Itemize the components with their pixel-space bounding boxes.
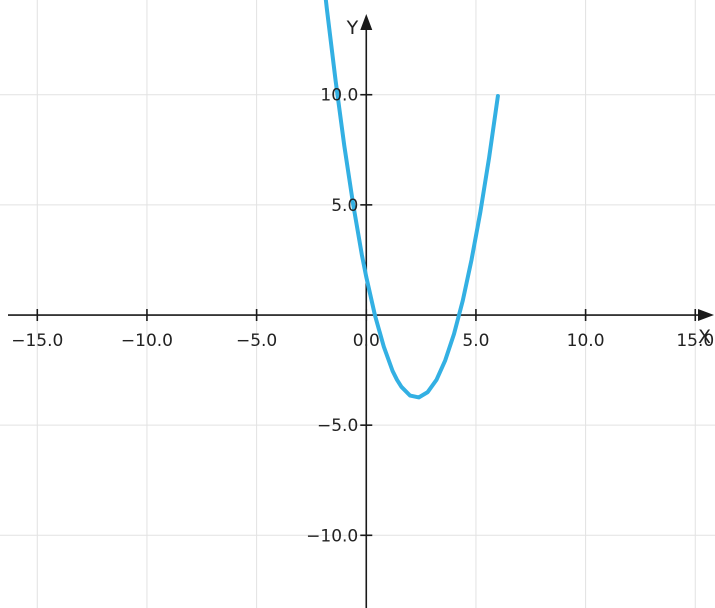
curve xyxy=(323,0,500,400)
x-tick-label: 15.0 xyxy=(676,331,714,351)
x-axis-title: X xyxy=(698,326,711,348)
y-tick-label: 10.0 xyxy=(320,86,358,106)
x-tick-label: −15.0 xyxy=(11,331,63,351)
y-tick-label: −10.0 xyxy=(306,526,358,546)
x-tick-label: 0.0 xyxy=(353,331,380,351)
y-axis-arrow xyxy=(360,14,373,30)
y-tick-label: −5.0 xyxy=(317,416,358,436)
axes xyxy=(8,14,714,608)
x-tick-label: −5.0 xyxy=(236,331,277,351)
x-tick-label: −10.0 xyxy=(121,331,173,351)
x-tick-label: 5.0 xyxy=(462,331,489,351)
series-line xyxy=(323,0,500,400)
y-tick-label: 5.0 xyxy=(331,196,358,216)
x-tick-label: 10.0 xyxy=(567,331,605,351)
x-axis-arrow xyxy=(698,309,714,322)
y-axis-title: Y xyxy=(346,17,359,39)
tick-labels: −15.0 −10.0 −5.0 0.0 5.0 10.0 15.0 −10.0 −5.0 5.0… xyxy=(11,17,714,546)
